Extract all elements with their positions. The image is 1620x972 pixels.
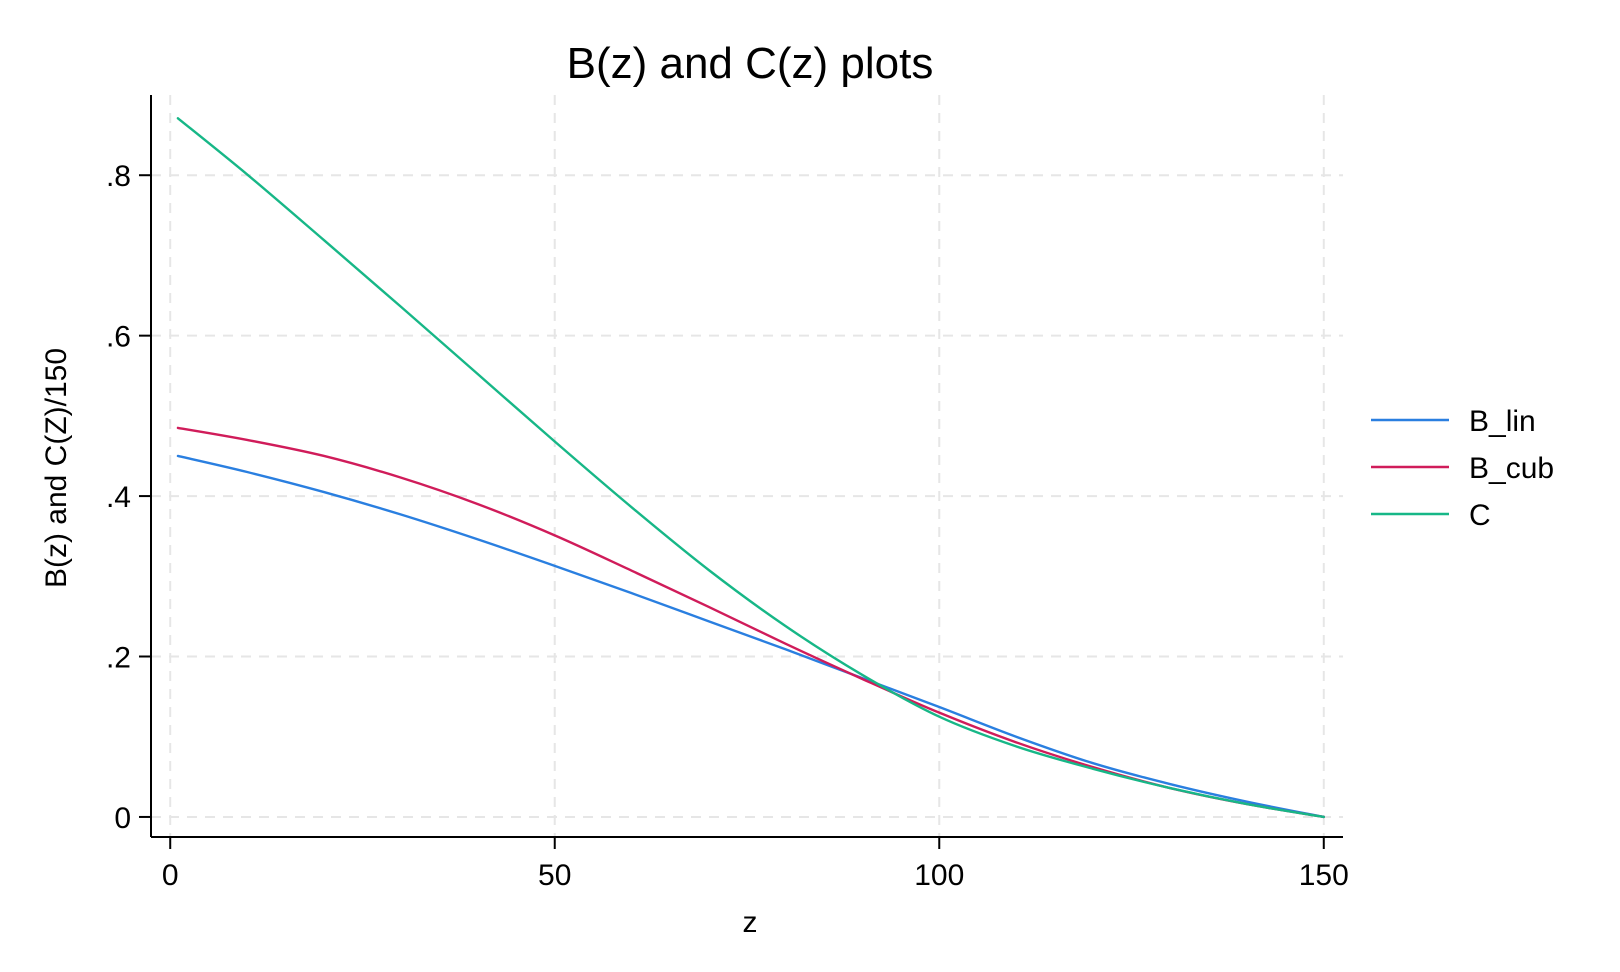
y-tick-label-0: 0 — [114, 802, 131, 835]
legend: B_lin B_cub C — [1371, 405, 1554, 532]
chart-title: B(z) and C(z) plots — [567, 39, 934, 88]
y-tick-label-4: .8 — [106, 160, 131, 193]
series-line-b-lin — [176, 454, 1325, 819]
grid-layer — [151, 95, 1343, 837]
series-line-b-cub — [176, 426, 1325, 819]
legend-item-b-lin: B_lin — [1371, 405, 1536, 438]
y-axis-title: B(z) and C(Z)/150 — [40, 348, 73, 588]
legend-item-b-cub: B_cub — [1371, 452, 1554, 485]
x-tick-label-2: 100 — [914, 859, 964, 892]
legend-label: B_lin — [1469, 405, 1536, 438]
tick-layer: 0 50 100 150 0 .2 .4 .6 .8 — [106, 160, 1349, 892]
y-tick-label-2: .4 — [106, 481, 131, 514]
axes-layer — [150, 95, 1343, 838]
x-tick-label-1: 50 — [538, 859, 571, 892]
legend-label: B_cub — [1469, 452, 1554, 485]
x-axis-title: z — [743, 906, 758, 939]
series-line-c — [176, 117, 1325, 819]
x-tick-label-0: 0 — [162, 859, 179, 892]
y-tick-label-3: .6 — [106, 321, 131, 354]
legend-item-c: C — [1371, 499, 1491, 532]
series-layer — [176, 117, 1325, 819]
legend-label: C — [1469, 499, 1491, 532]
y-tick-label-1: .2 — [106, 642, 131, 675]
x-tick-label-3: 150 — [1299, 859, 1349, 892]
